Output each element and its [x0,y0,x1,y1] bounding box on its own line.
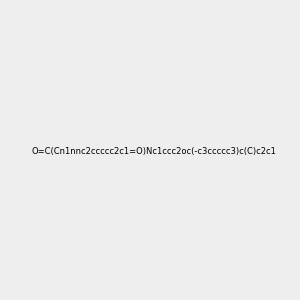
Text: O=C(Cn1nnc2ccccc2c1=O)Nc1ccc2oc(-c3ccccc3)c(C)c2c1: O=C(Cn1nnc2ccccc2c1=O)Nc1ccc2oc(-c3ccccc… [31,147,276,156]
